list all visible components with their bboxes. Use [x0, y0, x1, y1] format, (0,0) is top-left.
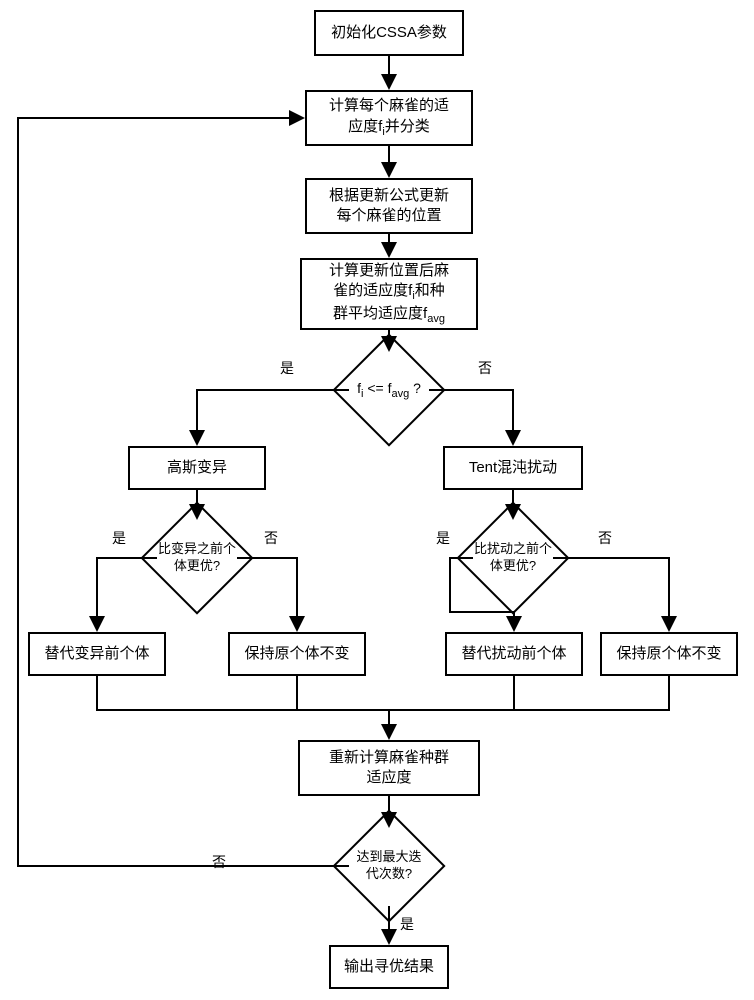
- decision-text: fi <= favg ?: [357, 379, 421, 401]
- edge-label-yes: 是: [280, 358, 294, 378]
- node-keep1: 保持原个体不变: [228, 632, 366, 676]
- edge-label-yes: 是: [112, 528, 126, 548]
- node-keep2: 保持原个体不变: [600, 632, 738, 676]
- node-tent-chaos: Tent混沌扰动: [443, 446, 583, 490]
- node-text: 计算更新位置后麻雀的适应度fi和种群平均适应度favg: [329, 261, 449, 327]
- node-recalc: 重新计算麻雀种群适应度: [298, 740, 480, 796]
- node-text: 计算每个麻雀的适应度fi并分类: [329, 96, 449, 139]
- edge-label-no: 否: [264, 528, 278, 548]
- node-calc-fitness-avg: 计算更新位置后麻雀的适应度fi和种群平均适应度favg: [300, 258, 478, 330]
- edge-label-yes: 是: [400, 914, 414, 934]
- node-replace-perturb: 替代扰动前个体: [445, 632, 583, 676]
- decision-better-mutation: 比变异之前个体更优?: [157, 518, 237, 598]
- edge-label-yes: 是: [436, 528, 450, 548]
- decision-text: 比变异之前个体更优?: [158, 541, 236, 575]
- node-text: 保持原个体不变: [616, 644, 721, 664]
- edge-label-no: 否: [598, 528, 612, 548]
- node-text: 保持原个体不变: [244, 644, 349, 664]
- node-init: 初始化CSSA参数: [314, 10, 464, 56]
- node-text: Tent混沌扰动: [469, 458, 557, 478]
- decision-text: 比扰动之前个体更优?: [474, 541, 552, 575]
- decision-better-perturb: 比扰动之前个体更优?: [473, 518, 553, 598]
- node-gaussian: 高斯变异: [128, 446, 266, 490]
- node-update-pos: 根据更新公式更新每个麻雀的位置: [305, 178, 473, 234]
- node-text: 高斯变异: [167, 458, 227, 478]
- node-text: 初始化CSSA参数: [331, 23, 447, 43]
- node-text: 输出寻优结果: [344, 957, 434, 977]
- edge-label-no: 否: [478, 358, 492, 378]
- decision-max-iter: 达到最大迭代次数?: [349, 826, 429, 906]
- node-text: 替代扰动前个体: [461, 644, 566, 664]
- decision-fi-favg: fi <= favg ?: [349, 350, 429, 430]
- node-fitness-classify: 计算每个麻雀的适应度fi并分类: [305, 90, 473, 146]
- edge-label-no: 否: [212, 852, 226, 872]
- node-output: 输出寻优结果: [329, 945, 449, 989]
- node-text: 重新计算麻雀种群适应度: [329, 748, 449, 789]
- node-text: 根据更新公式更新每个麻雀的位置: [329, 186, 449, 227]
- decision-text: 达到最大迭代次数?: [356, 849, 421, 883]
- node-replace-mutation: 替代变异前个体: [28, 632, 166, 676]
- node-text: 替代变异前个体: [44, 644, 149, 664]
